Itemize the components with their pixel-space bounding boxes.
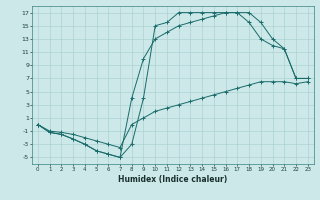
X-axis label: Humidex (Indice chaleur): Humidex (Indice chaleur): [118, 175, 228, 184]
